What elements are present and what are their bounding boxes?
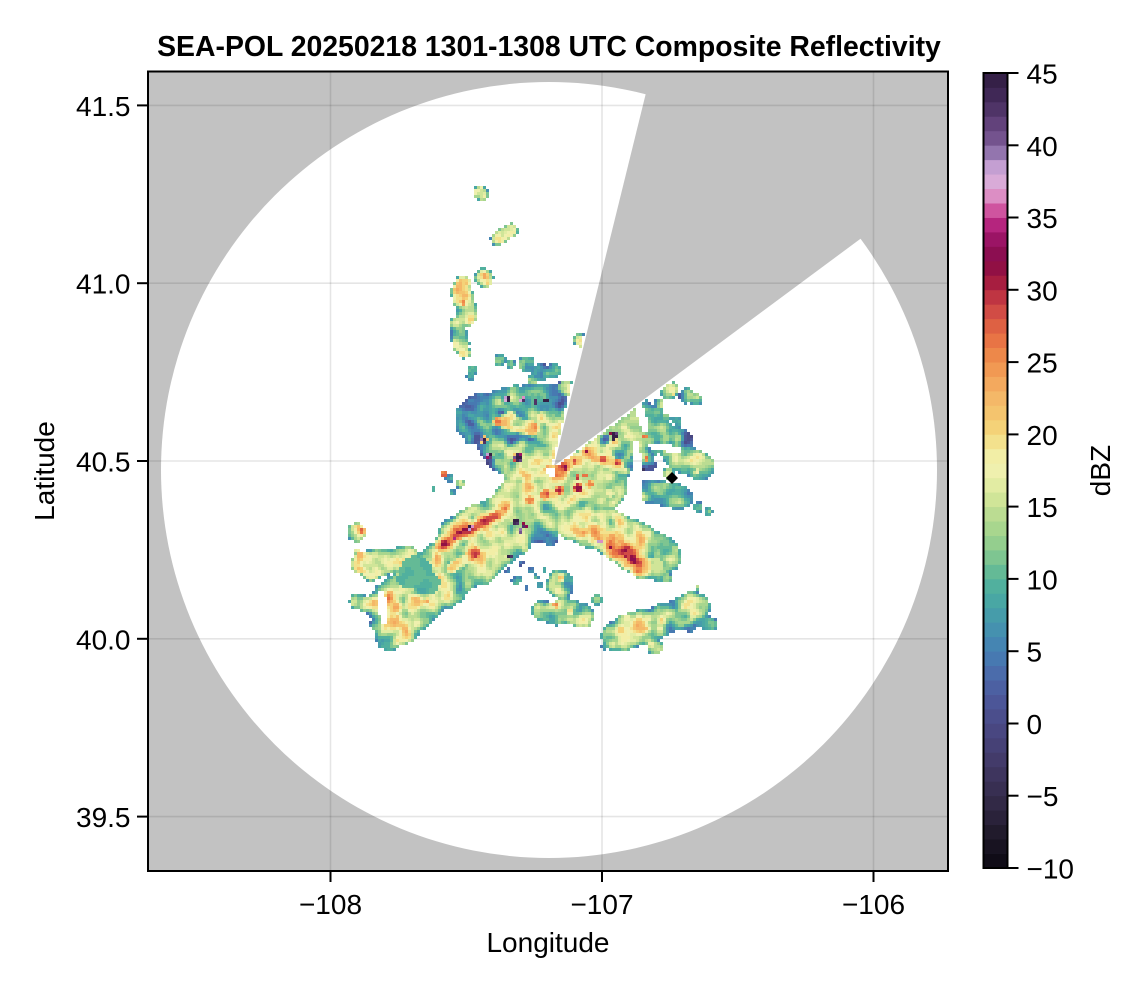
svg-text:40.0: 40.0 — [76, 624, 131, 655]
svg-text:−106: −106 — [842, 889, 905, 920]
svg-text:25: 25 — [1027, 348, 1058, 379]
svg-text:15: 15 — [1027, 492, 1058, 523]
svg-text:SEA-POL 20250218 1301-1308 UTC: SEA-POL 20250218 1301-1308 UTC Composite… — [157, 31, 941, 63]
svg-text:Latitude: Latitude — [29, 421, 60, 521]
svg-text:41.5: 41.5 — [76, 91, 131, 122]
svg-text:−10: −10 — [1027, 854, 1075, 885]
svg-text:Longitude: Longitude — [486, 927, 609, 958]
svg-text:40: 40 — [1027, 131, 1058, 162]
svg-text:20: 20 — [1027, 420, 1058, 451]
svg-text:−108: −108 — [299, 889, 362, 920]
svg-text:dBZ: dBZ — [1085, 445, 1116, 496]
svg-text:39.5: 39.5 — [76, 802, 131, 833]
svg-text:0: 0 — [1027, 709, 1043, 740]
svg-text:5: 5 — [1027, 637, 1043, 668]
svg-text:45: 45 — [1027, 59, 1058, 90]
svg-text:41.0: 41.0 — [76, 269, 131, 300]
svg-text:35: 35 — [1027, 203, 1058, 234]
svg-text:−107: −107 — [570, 889, 633, 920]
svg-text:10: 10 — [1027, 564, 1058, 595]
svg-text:30: 30 — [1027, 275, 1058, 306]
svg-text:−5: −5 — [1027, 781, 1059, 812]
svg-text:40.5: 40.5 — [76, 447, 131, 478]
